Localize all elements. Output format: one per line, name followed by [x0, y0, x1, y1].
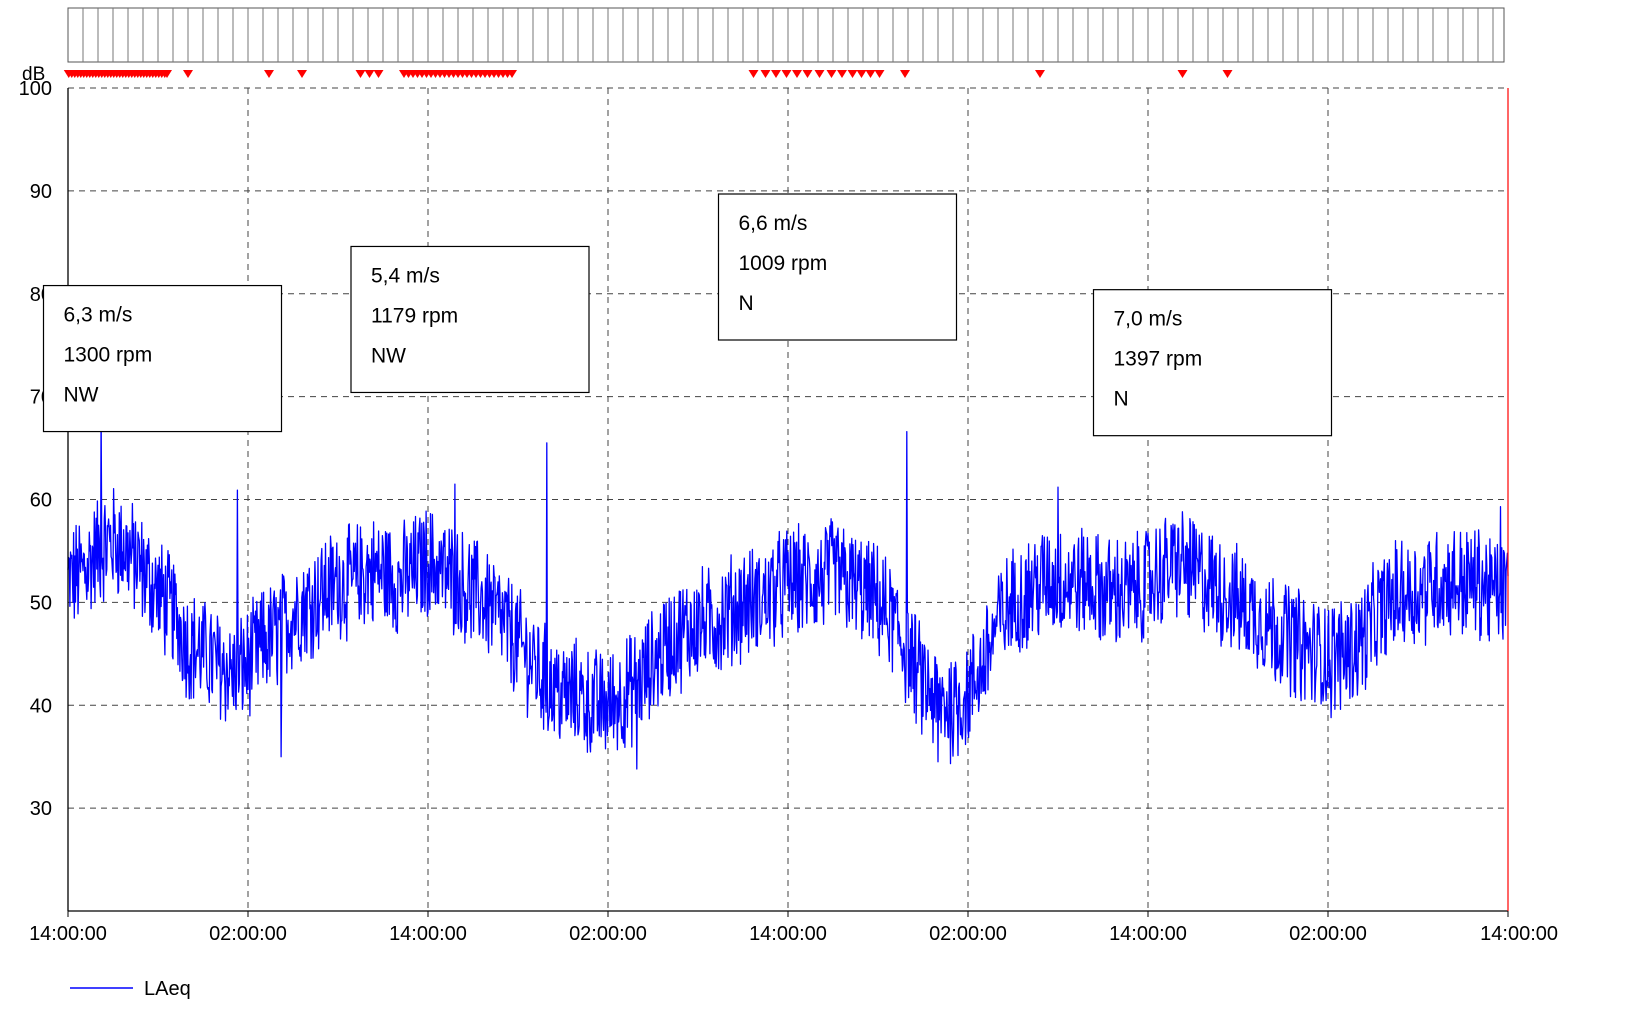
x-tick-label: 02:00:00 [569, 923, 647, 945]
annotation-text: 6,3 m/s [64, 304, 133, 327]
x-tick-label: 14:00:00 [29, 923, 107, 945]
x-tick-label: 02:00:00 [929, 923, 1007, 945]
annotation-text: N [739, 292, 754, 315]
event-marker [837, 70, 847, 78]
event-marker [507, 70, 517, 78]
series-line-laeq [67, 408, 1509, 770]
x-tick-label: 14:00:00 [749, 923, 827, 945]
annotation-boxes: 6,3 m/s 1300 rpm NW 5,4 m/s 1179 rpm NW 6,6 m/… [42, 193, 1333, 437]
annotation-box [42, 284, 283, 433]
annotation-text: 7,0 m/s [1114, 308, 1183, 331]
strip-frame [67, 7, 1505, 63]
x-tick-label: 14:00:00 [389, 923, 467, 945]
annotation-box [717, 193, 958, 341]
y-tick-label: 40 [30, 695, 52, 717]
event-markers [63, 70, 1233, 78]
x-tick-label: 02:00:00 [209, 923, 287, 945]
event-marker [760, 70, 771, 78]
annotation-text: 1009 rpm [739, 252, 828, 275]
event-marker [748, 70, 759, 78]
y-tick-label: 50 [30, 592, 52, 614]
event-marker [162, 70, 172, 78]
legend-label: LAeq [144, 978, 191, 1000]
event-marker [874, 70, 885, 78]
x-tick-label: 14:00:00 [1480, 923, 1558, 945]
time-block-strip [67, 7, 1505, 63]
event-marker [802, 70, 813, 78]
series-line-group [67, 408, 1509, 770]
event-marker [781, 70, 792, 78]
x-tick-labels: 14:00:00 02:00:00 14:00:00 02:00:00 14:00:00… [29, 911, 1558, 945]
annotation-text: 6,6 m/s [739, 212, 808, 235]
event-marker [297, 70, 307, 78]
event-marker [771, 70, 781, 78]
event-marker [865, 70, 876, 78]
y-axis-label: dB [22, 64, 45, 85]
annotation-box [350, 245, 590, 394]
event-marker [1177, 70, 1188, 78]
annotation-box [1092, 289, 1333, 437]
annotation-text: NW [371, 344, 406, 367]
event-marker [264, 70, 274, 78]
event-marker [183, 70, 193, 78]
event-marker [364, 70, 375, 78]
event-marker [1035, 70, 1045, 78]
x-tick-label: 14:00:00 [1109, 923, 1187, 945]
y-tick-label: 30 [30, 798, 52, 820]
annotation-text: 1397 rpm [1114, 348, 1203, 371]
y-tick-label: 60 [30, 490, 52, 512]
event-marker [856, 70, 867, 78]
event-marker [900, 70, 910, 78]
event-marker [826, 70, 837, 78]
event-marker [373, 70, 384, 78]
annotation-text: NW [64, 384, 99, 407]
annotation-text: N [1114, 388, 1129, 411]
event-marker [1222, 70, 1233, 78]
y-tick-label: 100 [19, 78, 52, 100]
y-tick-label: 90 [30, 181, 52, 203]
annotation-text: 5,4 m/s [371, 264, 440, 287]
annotation-text: 1179 rpm [371, 304, 458, 327]
event-marker [355, 70, 366, 78]
event-marker [792, 70, 802, 78]
legend: LAeq [70, 978, 191, 1000]
annotation-text: 1300 rpm [64, 344, 153, 367]
x-tick-label: 02:00:00 [1289, 923, 1367, 945]
event-marker [847, 70, 858, 78]
event-marker [814, 70, 825, 78]
